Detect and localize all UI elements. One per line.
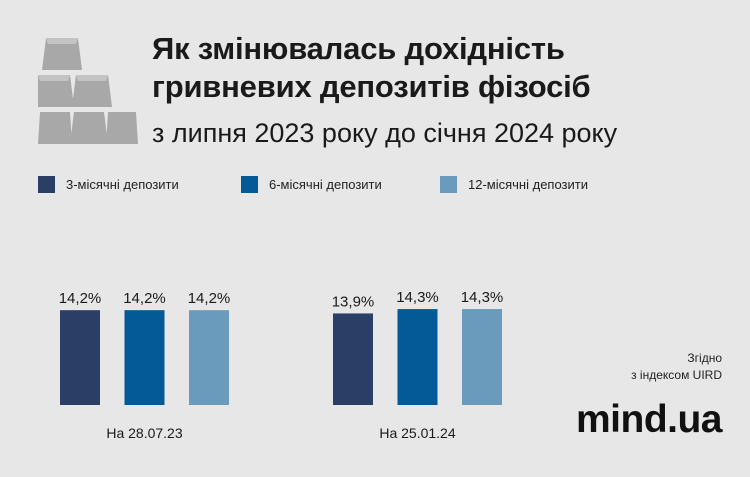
title-line-1: Як змінювалась дохідність bbox=[152, 31, 565, 66]
gold-bars-logo-icon bbox=[38, 38, 138, 144]
legend-swatch-6m bbox=[241, 175, 258, 193]
data-label-2-group-1: 14,2% bbox=[123, 290, 166, 307]
title-line-2: гривневих депозитів фізосіб bbox=[152, 69, 591, 104]
legend-label-12m: 12-місячні депозити bbox=[468, 176, 588, 192]
chart-subtitle: з липня 2023 року до січня 2024 року bbox=[152, 118, 618, 148]
chart-title: Як змінювалась дохідність гривневих депо… bbox=[152, 30, 591, 106]
bar-2-group-2 bbox=[397, 309, 438, 405]
data-label-3-group-2: 14,3% bbox=[461, 289, 504, 306]
category-label-1: На 28.07.23 bbox=[106, 425, 182, 441]
category-label-2: На 25.01.24 bbox=[379, 425, 455, 441]
legend-item-12m: 12-місячні депозити bbox=[440, 175, 588, 193]
data-label-2-group-2: 14,3% bbox=[396, 289, 439, 306]
legend-label-6m: 6-місячні депозити bbox=[269, 176, 382, 192]
bar-3-group-2 bbox=[462, 309, 502, 405]
brand-logo: mind.ua bbox=[575, 398, 723, 441]
source-line-1: Згідно bbox=[687, 351, 722, 365]
data-label-1-group-2: 13,9% bbox=[332, 293, 375, 310]
legend-item-6m: 6-місячні депозити bbox=[241, 175, 382, 193]
legend-swatch-12m bbox=[440, 175, 457, 193]
bar-2-group-1 bbox=[124, 310, 165, 405]
bar-1-group-2 bbox=[333, 313, 373, 405]
data-label-3-group-1: 14,2% bbox=[188, 290, 231, 307]
data-label-1-group-1: 14,2% bbox=[59, 290, 102, 307]
bar-3-group-1 bbox=[189, 310, 229, 405]
source-line-2: з індексом UIRD bbox=[631, 368, 722, 382]
legend-label-3m: 3-місячні депозити bbox=[66, 176, 179, 192]
legend-item-3m: 3-місячні депозити bbox=[38, 175, 179, 193]
bar-1-group-1 bbox=[60, 310, 100, 405]
source-note: Згідно з індексом UIRD bbox=[631, 350, 722, 384]
legend-swatch-3m bbox=[38, 175, 55, 193]
